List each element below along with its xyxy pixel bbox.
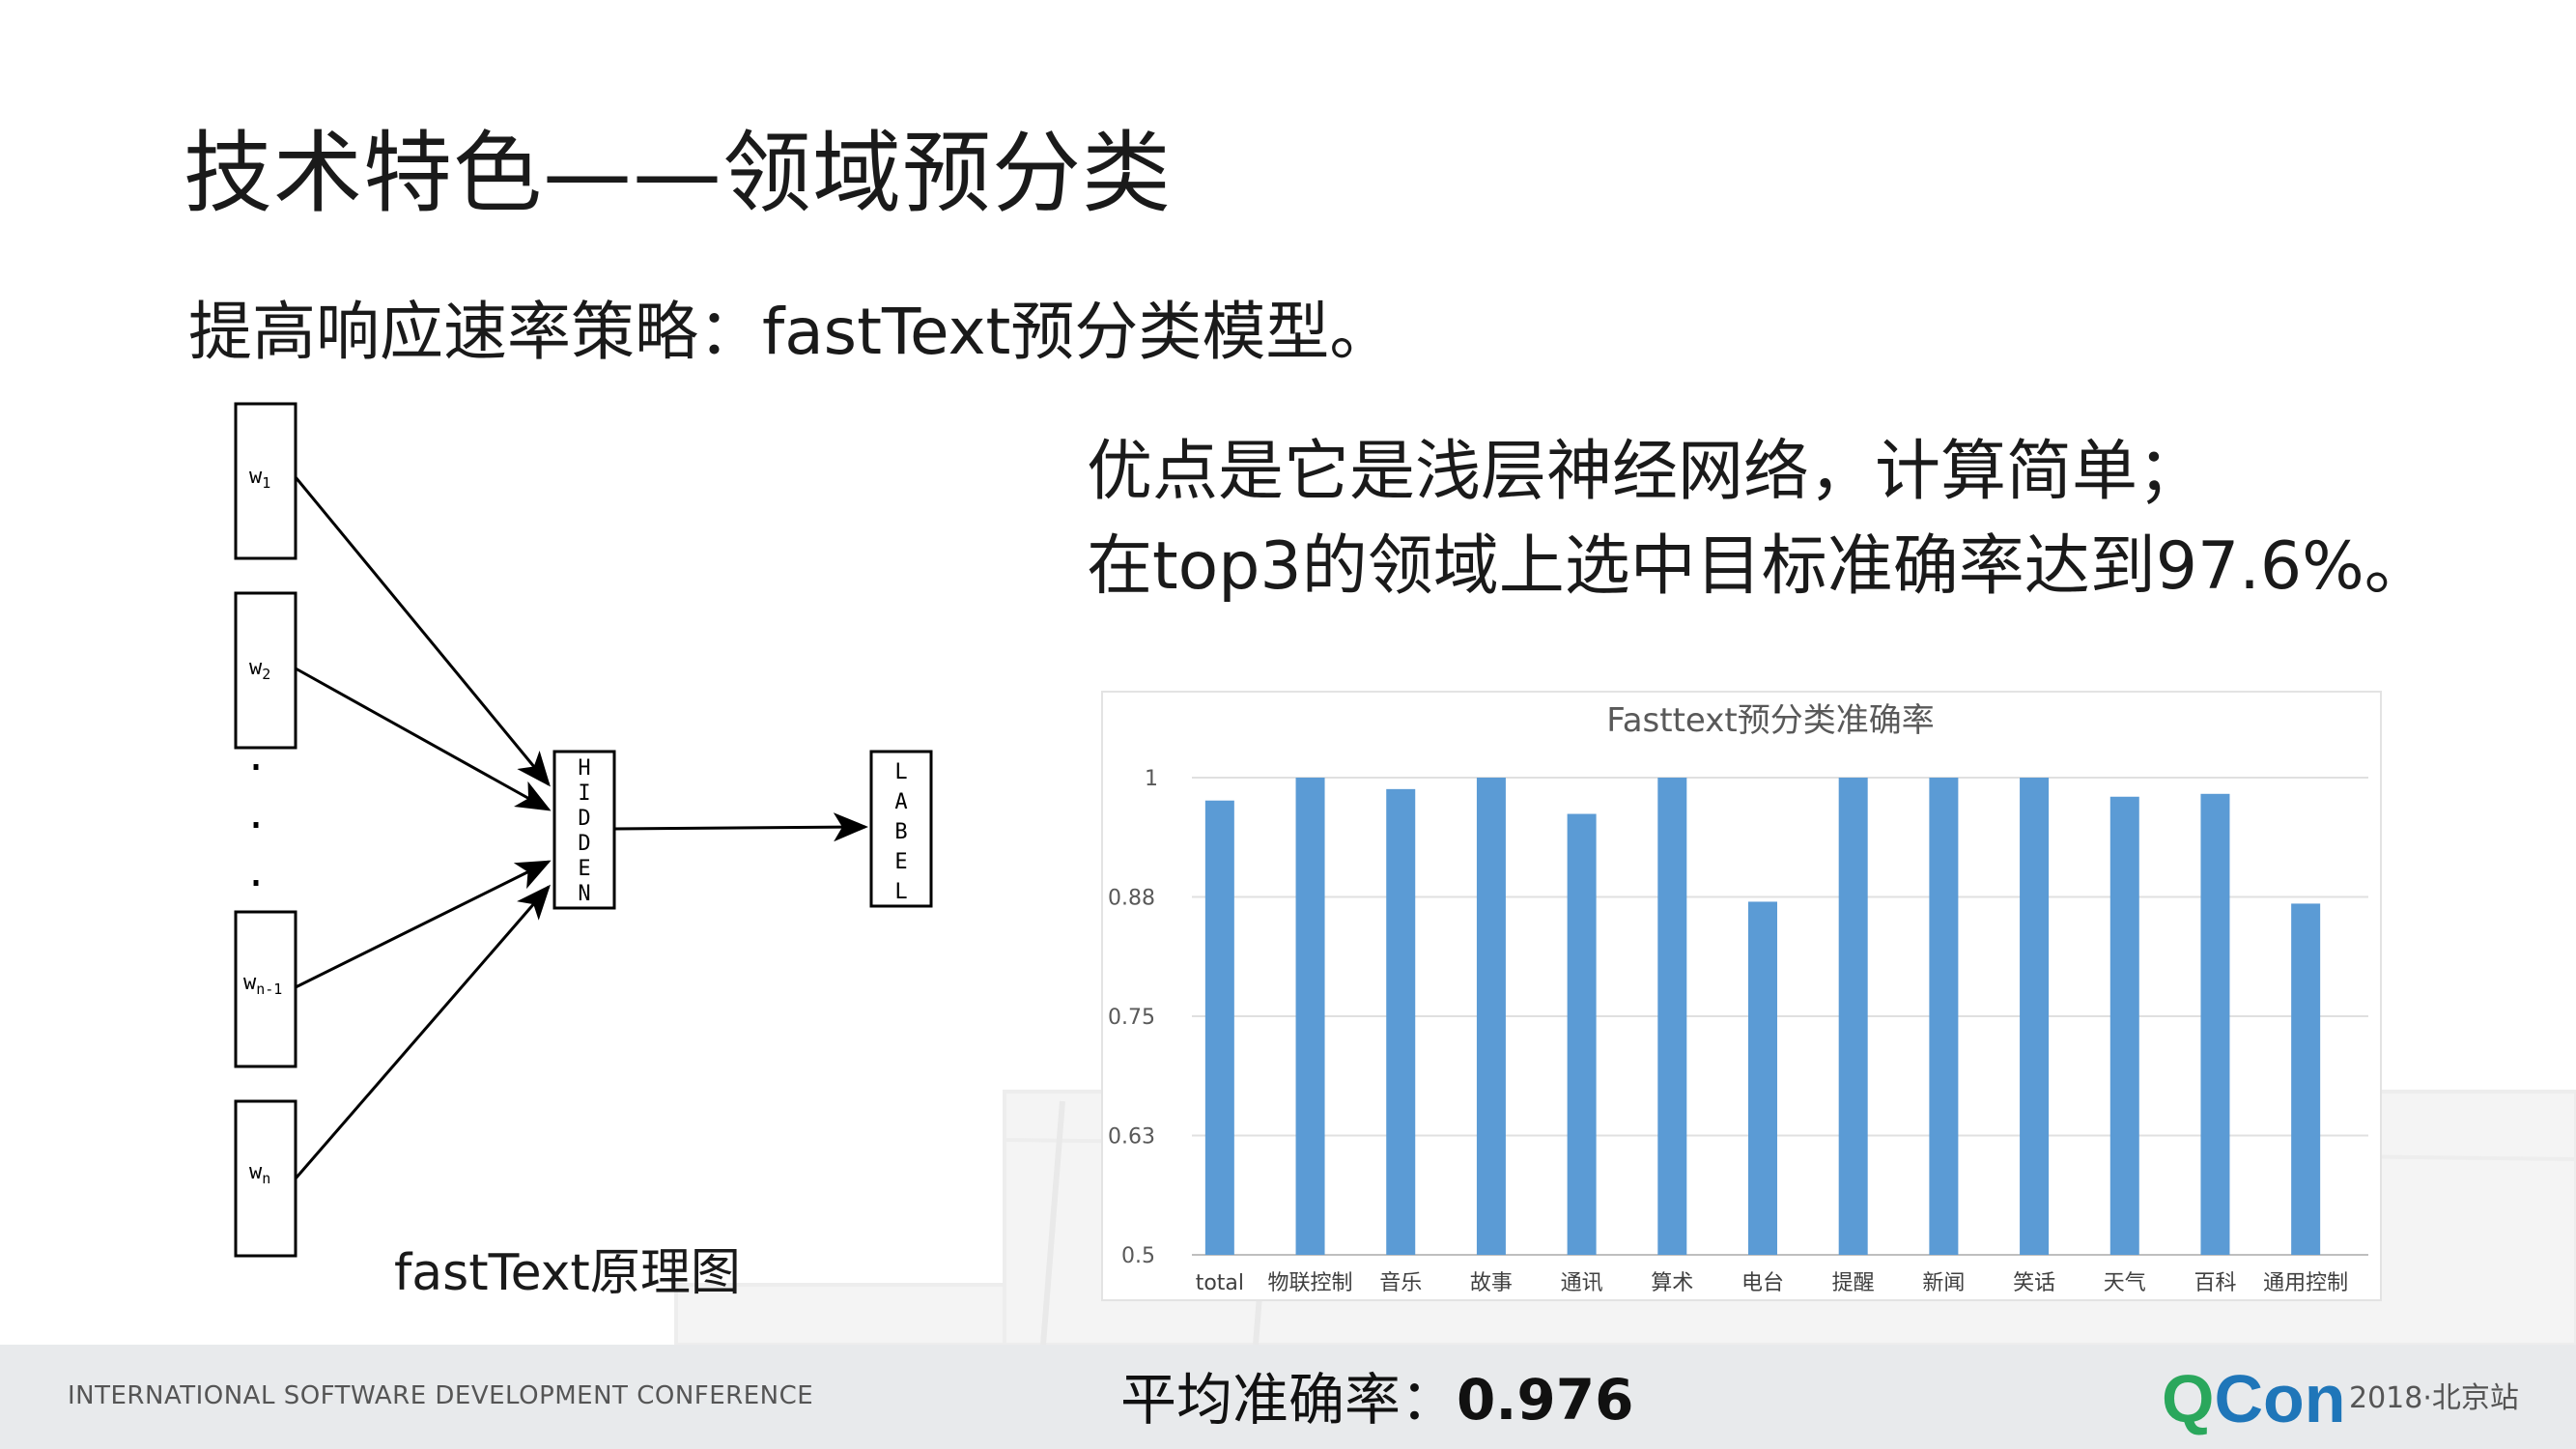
logo-q: Q [2162, 1361, 2215, 1436]
hidden-letter: I [578, 781, 590, 806]
bar-12 [2200, 793, 2230, 1255]
advantage-line-1: 优点是它是浅层神经网络，计算简单； [1087, 434, 2204, 510]
hidden-box [552, 750, 616, 910]
bar-11 [2109, 796, 2139, 1255]
bar-13 [2291, 903, 2321, 1255]
chart-y-axis: 0.5 0.63 0.75 0.88 1 [1108, 767, 1158, 1268]
bar-6 [1657, 778, 1687, 1255]
hidden-letter: D [578, 807, 590, 831]
label-letter: L [894, 880, 907, 904]
ellipsis-dot: · [244, 746, 268, 790]
input-box-w2 [234, 591, 297, 750]
bar-7 [1748, 901, 1777, 1255]
bar-2 [1295, 778, 1325, 1255]
footer-bar [0, 1345, 2576, 1449]
average-accuracy-label: 平均准确率： [1120, 1367, 1458, 1433]
qcon-logo: QCon [2162, 1360, 2346, 1437]
logo-subtitle: 2018·北京站 [2349, 1381, 2519, 1415]
hidden-letter: N [578, 882, 590, 906]
y-tick-label: 0.75 [1108, 1006, 1155, 1030]
y-tick-label: 0.88 [1108, 887, 1155, 911]
chart-grid [1192, 777, 2368, 1256]
bar-9 [1929, 778, 1959, 1255]
average-accuracy: 平均准确率：0.976 [1120, 1354, 1633, 1435]
input-label-wn-1: wn-1 [243, 971, 282, 998]
x-tick-label: 新闻 [1922, 1271, 1965, 1295]
arrow-wn-hidden [294, 884, 551, 1179]
accuracy-chart-svg: Fasttext预分类准确率 0.5 0.63 0.75 0.88 1 total 物联控… [1108, 701, 2368, 1295]
x-tick-label: total [1196, 1271, 1244, 1295]
chart-title: Fasttext预分类准确率 [1606, 701, 1934, 740]
conference-name: INTERNATIONAL SOFTWARE DEVELOPMENT CONFE… [68, 1381, 814, 1410]
bar-10 [2020, 778, 2050, 1255]
ellipsis-dot: · [244, 804, 268, 848]
ellipsis-dot: · [244, 862, 268, 906]
label-letter: L [894, 760, 907, 784]
arrow-w2-hidden [295, 667, 552, 811]
bar-3 [1386, 788, 1416, 1255]
bar-4 [1476, 778, 1506, 1255]
x-tick-label: 天气 [2104, 1271, 2146, 1295]
accuracy-chart: Fasttext预分类准确率 0.5 0.63 0.75 0.88 1 total 物联控… [1101, 691, 2382, 1301]
logo-con: Con [2214, 1361, 2346, 1436]
label-box [869, 750, 933, 908]
advantage-line-2: 在top3的领域上选中目标准确率达到97.6%。 [1087, 528, 2430, 605]
label-letter: E [894, 850, 907, 874]
x-tick-label: 物联控制 [1268, 1271, 1353, 1295]
diagram-caption: fastText原理图 [394, 1244, 741, 1302]
arrow-w1-hidden [294, 476, 551, 787]
x-tick-label: 算术 [1651, 1271, 1693, 1295]
advantages-text: 优点是它是浅层神经网络，计算简单； 在top3的领域上选中目标准确率达到97.6… [1087, 425, 2430, 614]
hidden-letter: E [578, 857, 590, 881]
average-accuracy-value: 0.976 [1457, 1367, 1634, 1433]
input-box-w1 [234, 402, 297, 560]
input-label-wn: wn [249, 1160, 270, 1187]
page-title: 技术特色——领域预分类 [184, 122, 1173, 225]
label-letter: B [894, 820, 907, 844]
chart-bars [1204, 778, 2321, 1255]
input-label-w1: w1 [249, 465, 270, 492]
x-tick-label: 电台 [1741, 1271, 1784, 1295]
bar-1 [1204, 800, 1234, 1255]
arrow-wn-1-hidden [295, 860, 552, 989]
x-tick-label: 通用控制 [2263, 1271, 2348, 1295]
y-tick-label: 0.63 [1108, 1125, 1155, 1150]
page-subtitle: 提高响应速率策略：fastText预分类模型。 [188, 295, 1394, 369]
bar-5 [1567, 813, 1597, 1255]
arrow-hidden-label [613, 812, 868, 842]
hidden-letter: H [578, 756, 590, 781]
hidden-letter: D [578, 832, 590, 856]
input-label-w2: w2 [249, 656, 270, 683]
y-tick-label: 0.5 [1121, 1244, 1155, 1268]
input-box-wn-1 [234, 910, 297, 1068]
x-tick-label: 提醒 [1832, 1271, 1875, 1295]
x-tick-label: 百科 [2194, 1271, 2236, 1295]
label-letter: A [894, 790, 907, 814]
bar-8 [1838, 778, 1868, 1255]
y-tick-label: 1 [1145, 767, 1158, 791]
x-tick-label: 笑话 [2013, 1271, 2055, 1295]
x-tick-label: 通讯 [1561, 1271, 1603, 1295]
chart-x-axis: total 物联控制 音乐 故事 通讯 算术 电台 提醒 新闻 笑话 天气 百科 通用控制 [1196, 1271, 2348, 1295]
input-box-wn [234, 1099, 297, 1258]
x-tick-label: 故事 [1470, 1271, 1513, 1295]
x-tick-label: 音乐 [1379, 1271, 1422, 1295]
